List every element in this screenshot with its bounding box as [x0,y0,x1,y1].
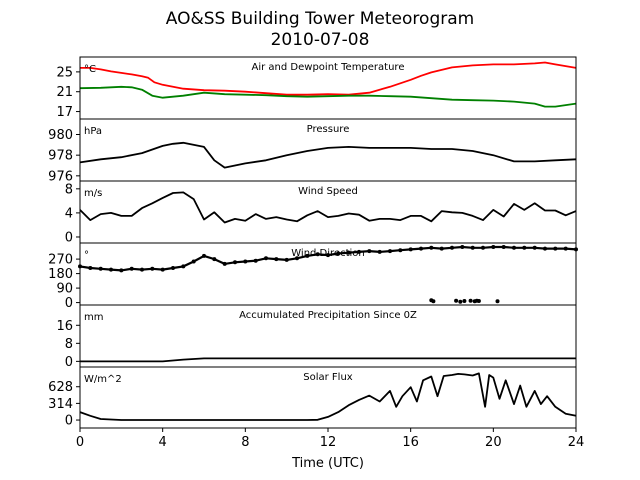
series-line [80,61,577,96]
data-point [476,299,481,303]
y-tick-label: 980 [48,128,73,143]
panel-unit: W/m^2 [84,374,122,385]
data-point [454,298,459,303]
series-line [79,372,577,421]
x-tick-label: 12 [320,435,337,450]
series-line [79,245,577,272]
y-tick-label: 4 [65,206,73,221]
figure-date: 2010-07-08 [271,30,370,50]
panel-unit: ° [84,250,89,261]
x-tick-label: 4 [159,435,167,450]
x-axis: 0 4 8 12 16 20 24 [76,428,584,450]
x-tick-label: 20 [485,435,502,450]
y-tick-label: 0 [65,230,73,245]
y-tick-label: 17 [56,105,73,120]
x-tick-label: 24 [568,435,585,450]
y-tick-label: 8 [65,337,73,352]
y-tick-label: 976 [48,169,73,184]
panel-title: Solar Flux [303,372,353,383]
panel-unit: mm [84,312,103,323]
panel-title: Wind Speed [298,186,358,197]
panel-1: 17 21 25 Air and Dewpoint Temperature °C [56,56,577,120]
panel-unit: °C [84,64,96,75]
panel-unit: m/s [84,188,102,199]
panel-2: 976 978 980 Pressure hPa [48,118,577,184]
series-line [79,191,577,224]
panel-title: Accumulated Precipitation Since 0Z [239,310,417,321]
y-tick-label: 628 [48,380,73,395]
figure-title: AO&SS Building Tower Meteorogram [166,9,474,29]
y-tick-label: 16 [56,319,73,334]
panel-title: Wind Direction [291,248,365,259]
y-tick-label: 978 [48,149,73,164]
series-line [79,85,577,108]
series-line [79,141,577,169]
series-line [80,357,576,363]
x-axis-label: Time (UTC) [291,456,364,471]
y-tick-label: 0 [65,414,73,429]
panel-6: 0 314 628 Solar Flux W/m^2 [48,366,577,429]
y-tick-label: 0 [65,355,73,370]
data-point [462,299,467,303]
y-tick-label: 25 [56,65,73,80]
data-point [495,299,500,304]
y-tick-label: 8 [65,182,73,197]
x-tick-label: 8 [241,435,249,450]
y-tick-label: 90 [56,282,73,297]
y-tick-label: 270 [48,253,73,268]
data-point [458,299,463,304]
data-point [468,298,473,303]
y-tick-label: 180 [48,267,73,282]
y-tick-label: 0 [65,296,73,311]
panel-5: 0 8 16 Accumulated Precipitation Since 0Z mm [56,304,577,370]
panel-title: Air and Dewpoint Temperature [252,62,405,73]
x-tick-label: 16 [402,435,419,450]
y-tick-label: 314 [48,397,73,412]
panel-unit: hPa [84,126,102,137]
y-tick-label: 21 [56,85,73,100]
panel-3: 0 4 8 Wind Speed m/s [65,180,577,245]
x-tick-label: 0 [76,435,84,450]
data-point [431,299,436,304]
panel-title: Pressure [307,124,350,135]
